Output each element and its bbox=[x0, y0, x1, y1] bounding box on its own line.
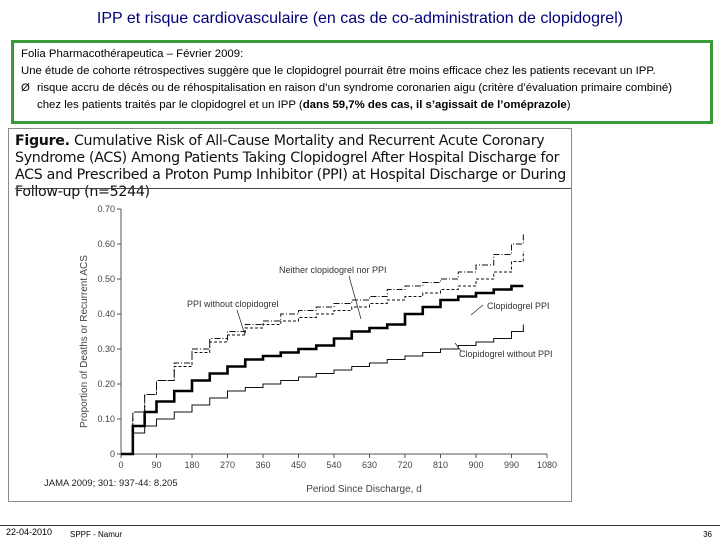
figure-caption-text: Cumulative Risk of All-Cause Mortality a… bbox=[15, 133, 566, 200]
y-tick-label: 0.60 bbox=[97, 239, 115, 249]
annotation-leader-2 bbox=[236, 309, 246, 336]
bullet-text-bold: dans 59,7% des cas, il s’agissait de l’o… bbox=[302, 99, 567, 111]
x-tick-label: 360 bbox=[255, 460, 270, 470]
x-tick-label: 0 bbox=[118, 460, 123, 470]
footer-date: 22-04-2010 bbox=[6, 527, 53, 537]
x-tick-label: 1080 bbox=[537, 460, 557, 470]
quote-box: Folia Pharmacothérapeutica – Février 200… bbox=[11, 40, 713, 124]
x-tick-label: 90 bbox=[151, 460, 161, 470]
x-tick-label: 450 bbox=[291, 460, 306, 470]
bullet-text-post: ) bbox=[566, 99, 571, 111]
y-axis-title: Proportion of Deaths or Recurrent ACS bbox=[79, 255, 90, 428]
page-number: 36 bbox=[703, 530, 712, 539]
source-note: JAMA 2009; 301: 937-44: 8.205 bbox=[44, 478, 178, 489]
annotation-leader-4 bbox=[454, 342, 462, 352]
series-line-1 bbox=[121, 233, 524, 455]
annotation-leader-1 bbox=[348, 275, 362, 320]
y-tick-label: 0.10 bbox=[97, 414, 115, 424]
y-tick-label: 0.70 bbox=[97, 204, 115, 214]
y-tick-label: 0.50 bbox=[97, 274, 115, 284]
figure-panel: Figure. Cumulative Risk of All-Cause Mor… bbox=[8, 128, 572, 502]
x-tick-label: 720 bbox=[397, 460, 412, 470]
survival-chart: 0 0.10 0.20 0.30 0.40 0.50 0.60 0.70 0 90 180 270 36… bbox=[79, 204, 557, 495]
x-tick-label: 810 bbox=[433, 460, 448, 470]
series-annotation-4: Clopidogrel without PPI bbox=[459, 349, 553, 359]
x-tick-label: 900 bbox=[468, 460, 483, 470]
series-annotation-1: Neither clopidogrel nor PPI bbox=[279, 265, 387, 275]
x-tick-label: 270 bbox=[220, 460, 235, 470]
series-line-2 bbox=[121, 251, 524, 455]
series-annotation-2: PPI without clopidogrel bbox=[187, 299, 279, 309]
x-tick-label: 630 bbox=[362, 460, 377, 470]
y-tick-label: 0 bbox=[110, 449, 115, 459]
bullet-text-pre: chez les patients traités par le clopido… bbox=[37, 99, 303, 111]
x-tick-label: 540 bbox=[326, 460, 341, 470]
x-tick-label: 990 bbox=[504, 460, 519, 470]
x-axis-title: Period Since Discharge, d bbox=[306, 484, 422, 495]
footer-org: SPPF - Namur bbox=[70, 530, 123, 539]
series-line-3 bbox=[121, 284, 524, 456]
source-line: Folia Pharmacothérapeutica – Février 200… bbox=[21, 48, 244, 60]
bullet-item: Ø risque accru de décès ou de réhospital… bbox=[21, 80, 703, 114]
series-line-4 bbox=[121, 324, 524, 455]
y-tick-label: 0.20 bbox=[97, 379, 115, 389]
caption-divider bbox=[15, 188, 571, 189]
y-tick-label: 0.40 bbox=[97, 309, 115, 319]
slide-title: IPP et risque cardiovasculaire (en cas d… bbox=[96, 10, 624, 27]
annotation-leader-3 bbox=[470, 304, 484, 316]
footer-divider bbox=[0, 525, 720, 526]
series-annotation-3: Clopidogrel PPI bbox=[487, 301, 550, 311]
arrow-bullet-icon: Ø bbox=[21, 82, 30, 94]
figure-label: Figure. bbox=[15, 133, 70, 149]
y-tick-label: 0.30 bbox=[97, 344, 115, 354]
figure-caption: Figure. Cumulative Risk of All-Cause Mor… bbox=[15, 133, 567, 201]
summary-line: Une étude de cohorte rétrospectives sugg… bbox=[21, 65, 656, 77]
bullet-line-2: chez les patients traités par le clopido… bbox=[37, 97, 703, 114]
bullet-line-1: risque accru de décès ou de réhospitalis… bbox=[37, 82, 673, 94]
x-tick-label: 180 bbox=[184, 460, 199, 470]
